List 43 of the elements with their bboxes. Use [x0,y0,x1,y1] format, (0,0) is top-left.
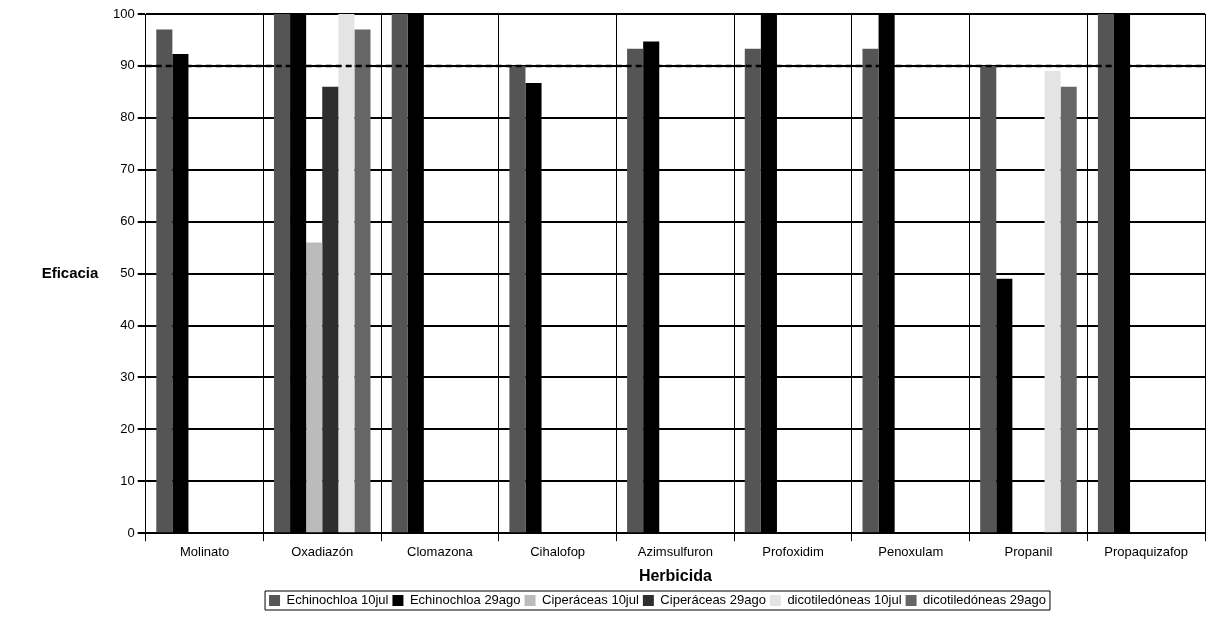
y-tick-label: 50 [120,265,135,281]
bar [156,29,173,533]
y-tick-label: 100 [112,5,135,21]
legend-label: Echinochloa 29ago [409,592,521,608]
x-tick-label: Molinato [179,543,230,559]
y-tick-label: 40 [120,317,135,333]
legend-label: Ciperáceas 10jul [542,592,639,608]
y-tick-label: 10 [120,472,135,488]
bar [1044,71,1061,533]
x-tick-label: Oxadiazón [291,543,354,559]
bar [391,14,408,533]
legend-label: dicotiledóneas 10jul [787,592,902,608]
bar [1097,14,1114,533]
legend-label: Echinochloa 10jul [286,592,389,608]
x-tick-label: Propaquizafop [1104,543,1189,559]
bar [273,14,291,533]
x-tick-label: Propanil [1004,543,1053,559]
bar [338,14,355,533]
bar [322,86,339,533]
x-tick-label: Cihalofop [530,543,586,559]
y-tick-label: 80 [120,109,135,125]
legend-label: Ciperáceas 29ago [660,592,766,608]
bar [1060,86,1077,533]
bar [354,29,371,533]
y-tick-label: 70 [120,161,135,177]
y-tick-label: 20 [120,420,135,436]
bar [980,65,997,533]
bar [744,48,761,533]
y-tick-label: 30 [120,369,135,385]
bar [627,48,644,533]
y-tick-label: 60 [120,213,135,229]
y-tick-label: 90 [120,57,135,73]
x-tick-label: Azimsulfuron [637,543,713,559]
bar [306,242,323,533]
bar [862,48,879,533]
y-axis-title: Eficacia [41,263,99,281]
legend-label: dicotiledóneas 29ago [923,592,1046,608]
y-tick-label: 0 [127,524,135,540]
x-tick-label: Clomazona [407,543,474,559]
x-tick-label: Profoxidim [762,543,824,559]
bar [509,65,526,533]
x-tick-label: Penoxulam [878,543,944,559]
x-axis-title: Herbicida [638,566,712,584]
